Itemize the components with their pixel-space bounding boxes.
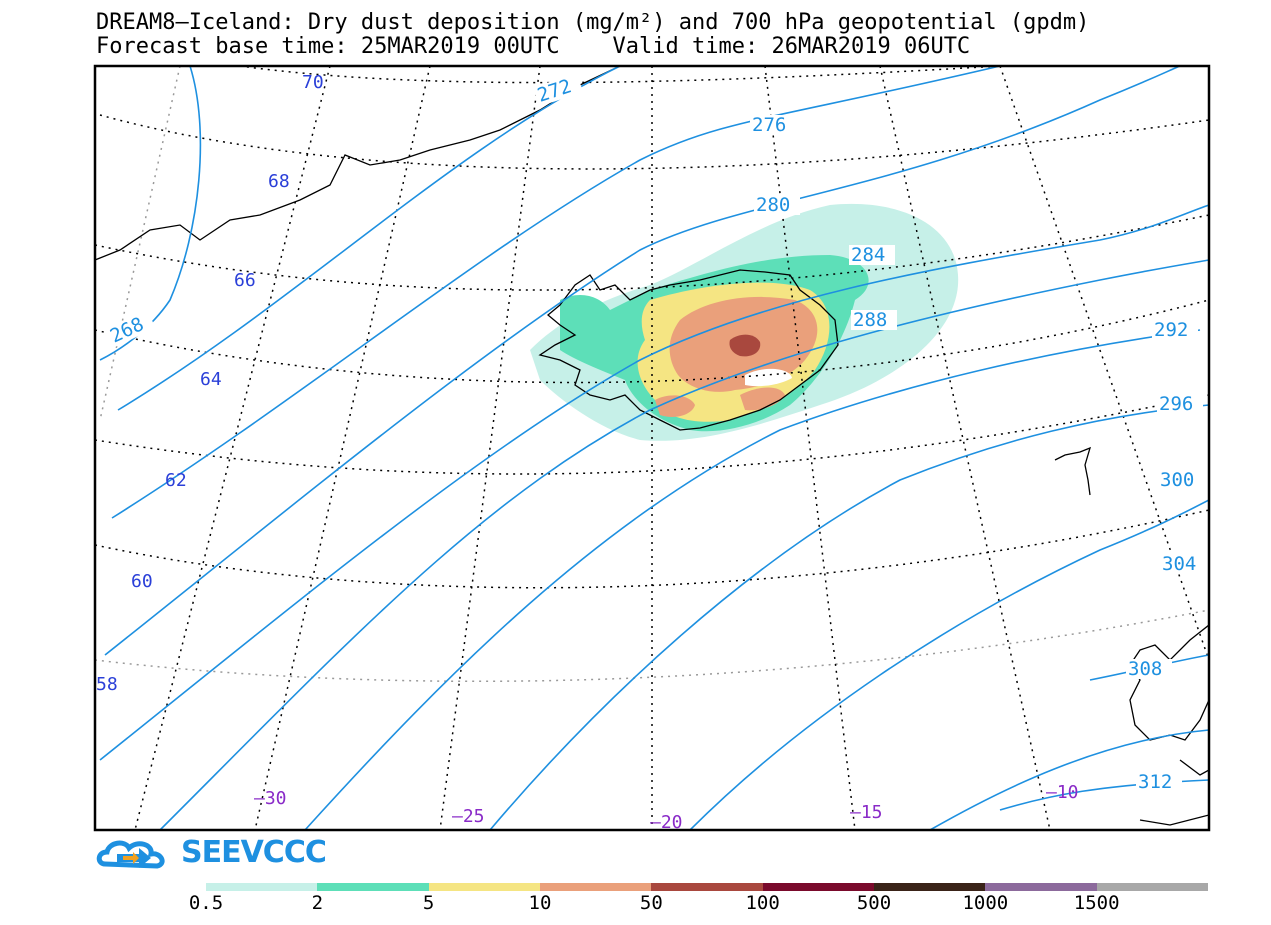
geopotential-contours [99,66,1209,830]
lat-label: 60 [131,571,153,592]
contour-label: 300 [1160,469,1194,491]
dust-area-10b [655,395,695,417]
lon-label: –15 [850,802,883,823]
legend-swatch [651,883,763,891]
dust-gap [745,368,792,387]
legend-labels: 0.5 2 5 10 50 100 500 1000 1500 [0,892,1271,916]
lat-label: 58 [96,674,118,695]
legend-label: 500 [856,892,892,914]
lat-label: 62 [165,470,187,491]
lon-label: –25 [452,806,485,827]
contour-label: 292 [1154,319,1188,341]
legend-swatch [1096,883,1208,891]
legend-label: 2 [311,892,324,914]
legend-label: 50 [639,892,663,914]
contour-label: 272 [535,75,574,107]
legend-label: 1500 [1073,892,1120,914]
legend-label: 100 [745,892,780,914]
map-frame [93,64,1211,832]
map-subtitle: Forecast base time: 25MAR2019 00UTC Vali… [96,34,971,59]
contour-label: 288 [853,309,887,331]
contour-label: 308 [1128,658,1162,680]
lat-label: 64 [200,369,222,390]
graticule [95,66,1209,830]
dust-area-50 [729,334,761,357]
legend-swatch [539,883,652,891]
lat-label: 68 [268,171,290,192]
lon-label: –10 [1046,782,1079,803]
legend-label: 1000 [962,892,1009,914]
legend-swatch [428,883,540,891]
legend-swatch [985,883,1097,891]
map-title: DREAM8–Iceland: Dry dust deposition (mg/… [96,10,1090,35]
legend-swatch [206,883,318,891]
greenland-coast [95,66,621,261]
scotland-coast [1129,624,1209,741]
coastlines [95,66,1209,826]
legend-swatch [317,883,429,891]
iceland-coast [538,269,839,431]
seevccc-logo: SEEVCCC [95,834,327,870]
contour-label: 312 [1138,771,1172,793]
dust-area-10c [740,387,785,411]
color-legend [206,883,1208,891]
faroe-coast [1054,446,1092,496]
contour-label: 284 [851,244,885,266]
contour-label: 276 [752,114,786,136]
lat-label: 70 [302,72,324,93]
lon-label: –20 [650,812,683,833]
contour-label: 280 [756,194,790,216]
cloud-logo-icon [96,840,165,869]
legend-label: 5 [422,892,435,914]
contour-label: 304 [1162,553,1196,575]
legend-swatch [873,883,986,891]
logo-text: SEEVCCC [181,834,327,870]
contour-label: 296 [1159,393,1193,415]
lon-label: –30 [254,788,287,809]
lat-label: 66 [234,270,256,291]
legend-swatch [762,883,874,891]
legend-label: 0.5 [188,892,224,914]
legend-label: 10 [528,892,552,914]
